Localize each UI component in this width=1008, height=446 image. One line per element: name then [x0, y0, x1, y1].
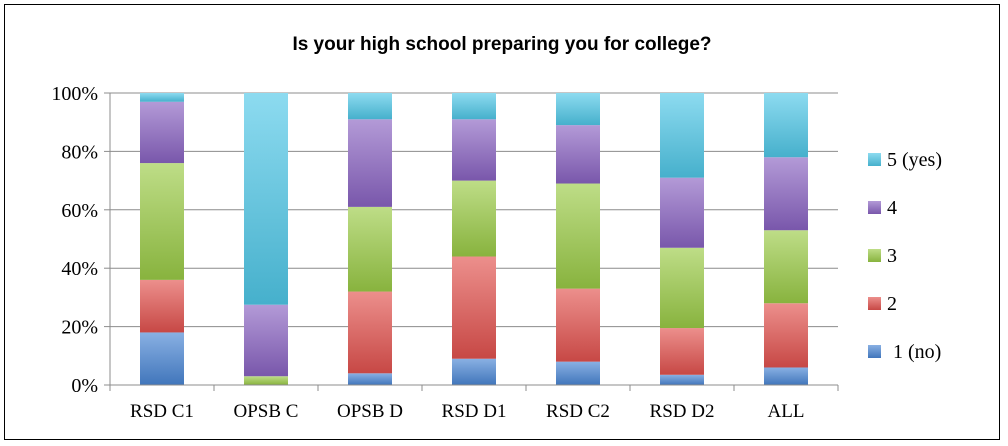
bar-segment-all-1	[764, 303, 808, 368]
bar-segment-all-2	[764, 230, 808, 304]
legend-swatch	[868, 297, 881, 310]
y-tick-label: 100%	[51, 83, 98, 105]
bar-segment-all-4	[764, 93, 808, 158]
y-tick-label: 80%	[61, 141, 98, 163]
y-tick-label: 0%	[71, 375, 98, 397]
bar-segment-rsd-d1-0	[452, 358, 496, 385]
y-tick-label: 20%	[61, 317, 98, 339]
bar-segment-opsb-d-1	[348, 291, 392, 374]
bar-segment-rsd-d1-2	[452, 180, 496, 257]
x-category-label: RSD D2	[650, 401, 715, 422]
bar-segment-rsd-c1-0	[140, 332, 184, 385]
bar-segment-rsd-d2-3	[660, 177, 704, 248]
bar-segment-rsd-d1-4	[452, 93, 496, 120]
x-category-label: ALL	[768, 401, 805, 422]
bar-segment-rsd-c1-1	[140, 279, 184, 333]
x-category-label: RSD C2	[546, 401, 610, 422]
legend-swatch	[868, 153, 881, 166]
legend-label: 4	[887, 197, 897, 219]
bar-segment-rsd-d2-1	[660, 328, 704, 375]
x-category-label: OPSB C	[234, 401, 299, 422]
bar-segment-opsb-c-2	[244, 376, 288, 385]
bar-segment-rsd-d1-1	[452, 256, 496, 359]
bar-segment-all-3	[764, 157, 808, 231]
bar-segment-rsd-c1-4	[140, 93, 184, 102]
legend-label: 3	[887, 245, 897, 267]
bar-segment-rsd-c2-2	[556, 183, 600, 289]
bar-segment-rsd-c2-1	[556, 288, 600, 362]
bar-segment-rsd-c2-3	[556, 125, 600, 184]
bar-segment-opsb-d-4	[348, 93, 392, 120]
x-category-label: RSD C1	[130, 401, 194, 422]
y-tick-label: 60%	[61, 200, 98, 222]
legend-swatch	[868, 249, 881, 262]
legend-label: 5 (yes)	[887, 149, 942, 171]
x-category-label: RSD D1	[442, 401, 507, 422]
legend-label: 1 (no)	[893, 341, 941, 363]
bar-segment-rsd-d2-2	[660, 247, 704, 329]
bar-segment-opsb-d-3	[348, 119, 392, 207]
bar-segment-rsd-d1-3	[452, 119, 496, 181]
bar-segment-rsd-d2-4	[660, 93, 704, 178]
bar-segment-all-0	[764, 367, 808, 385]
bar-segment-opsb-c-4	[244, 93, 288, 305]
y-tick-label: 40%	[61, 258, 98, 280]
bar-segment-rsd-c1-2	[140, 163, 184, 280]
legend-swatch	[868, 345, 881, 358]
chart-title: Is your high school preparing you for co…	[292, 34, 711, 55]
bar-segment-rsd-c2-4	[556, 93, 600, 126]
bar-segment-opsb-c-3	[244, 304, 288, 377]
bar-segment-rsd-d2-0	[660, 374, 704, 385]
x-category-label: OPSB D	[337, 401, 403, 422]
bar-segment-opsb-d-0	[348, 373, 392, 385]
bar-segment-opsb-d-2	[348, 206, 392, 292]
legend-swatch	[868, 201, 881, 214]
bar-segment-rsd-c2-0	[556, 361, 600, 385]
bar-segment-rsd-c1-3	[140, 101, 184, 164]
legend-label: 2	[887, 293, 897, 315]
